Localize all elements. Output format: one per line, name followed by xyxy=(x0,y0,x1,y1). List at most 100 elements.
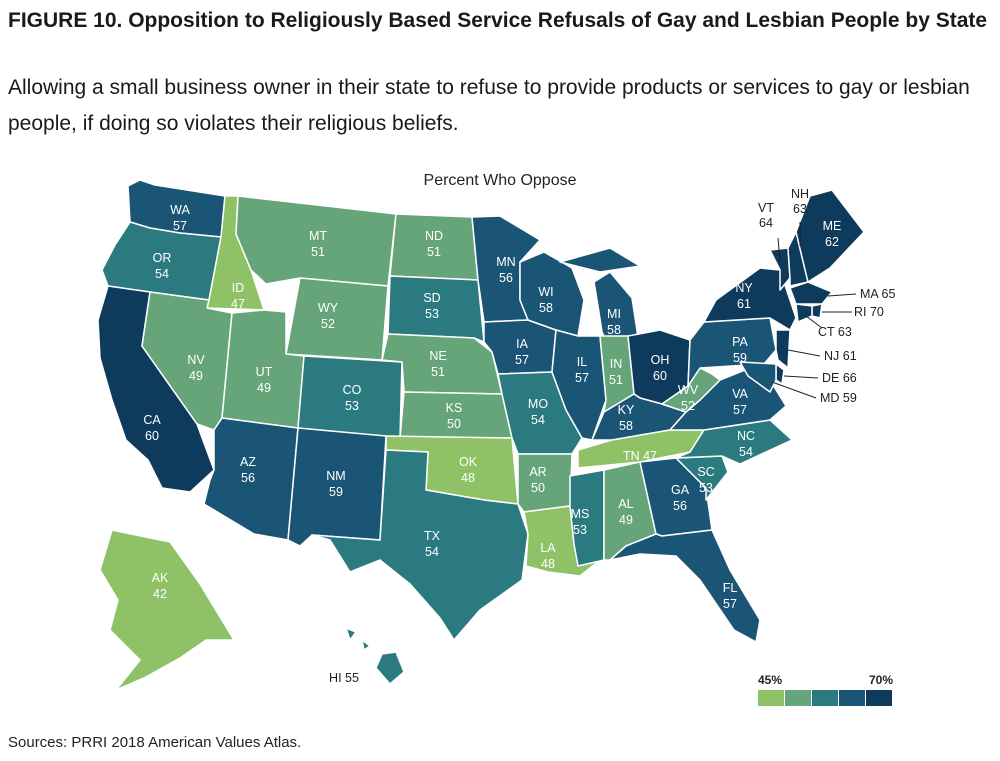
state-label-mi: MI xyxy=(607,307,621,321)
state-label-az: AZ xyxy=(240,455,256,469)
state-value-ca: 60 xyxy=(145,429,159,443)
state-value-wi: 58 xyxy=(539,301,553,315)
state-ar xyxy=(517,453,573,513)
state-label-ia: IA xyxy=(516,337,528,351)
state-label-sd: SD xyxy=(423,291,440,305)
state-value-wa: 57 xyxy=(173,219,187,233)
state-label-mn: MN xyxy=(496,255,515,269)
state-fl xyxy=(609,529,761,643)
state-label-me: ME xyxy=(823,219,842,233)
state-nh xyxy=(787,231,809,287)
state-label-in: IN xyxy=(610,357,623,371)
state-value-mi: 58 xyxy=(607,323,621,337)
leader-line-de xyxy=(783,375,819,379)
state-value-ky: 58 xyxy=(619,419,633,433)
state-label-ar: AR xyxy=(529,465,546,479)
map-label: Percent Who Oppose xyxy=(423,172,577,189)
state-value-nd: 51 xyxy=(427,245,441,259)
state-value-vt: 64 xyxy=(759,216,773,230)
state-value-ks: 50 xyxy=(447,417,461,431)
state-label-la: LA xyxy=(540,541,556,555)
legend-swatch-3 xyxy=(812,690,838,706)
state-label-ct: CT 63 xyxy=(818,325,852,339)
state-label-wy: WY xyxy=(318,301,339,315)
legend-swatch-1 xyxy=(758,690,784,706)
state-value-ms: 53 xyxy=(573,523,587,537)
state-ri xyxy=(811,303,823,319)
legend-max-label: 70% xyxy=(869,673,893,687)
legend-min-label: 45% xyxy=(758,673,782,687)
state-label-nc: NC xyxy=(737,429,755,443)
legend-swatch-2 xyxy=(785,690,811,706)
state-label-pa: PA xyxy=(732,335,748,349)
state-value-ny: 61 xyxy=(737,297,751,311)
state-label-il: IL xyxy=(577,355,587,369)
state-label-co: CO xyxy=(343,383,362,397)
state-value-ar: 50 xyxy=(531,481,545,495)
state-label-ga: GA xyxy=(671,483,690,497)
state-wy xyxy=(285,277,389,361)
state-label-de: DE 66 xyxy=(822,371,857,385)
state-label-mo: MO xyxy=(528,397,548,411)
state-value-al: 49 xyxy=(619,513,633,527)
state-label-ok: OK xyxy=(459,455,478,469)
state-label-ny: NY xyxy=(735,281,753,295)
state-value-mt: 51 xyxy=(311,245,325,259)
leader-line-nj xyxy=(787,349,821,357)
state-value-ak: 42 xyxy=(153,587,167,601)
state-label-ks: KS xyxy=(446,401,463,415)
state-label-ms: MS xyxy=(571,507,590,521)
state-nj xyxy=(775,329,791,369)
state-tx xyxy=(311,449,529,641)
state-ak xyxy=(99,529,235,691)
legend: 45% 70% xyxy=(758,673,893,706)
state-label-ca: CA xyxy=(143,413,161,427)
state-value-id: 47 xyxy=(231,297,245,311)
state-value-sd: 53 xyxy=(425,307,439,321)
state-value-co: 53 xyxy=(345,399,359,413)
state-value-nm: 59 xyxy=(329,485,343,499)
state-sd xyxy=(387,275,485,343)
state-label-tx: TX xyxy=(424,529,441,543)
state-label-oh: OH xyxy=(651,353,670,367)
state-ny xyxy=(703,267,797,331)
state-label-wa: WA xyxy=(170,203,190,217)
state-value-ok: 48 xyxy=(461,471,475,485)
leader-line-vt xyxy=(777,237,781,263)
state-label-wi: WI xyxy=(538,285,553,299)
state-value-pa: 59 xyxy=(733,351,747,365)
state-label-vt: VT xyxy=(758,201,774,215)
state-hi xyxy=(345,627,405,685)
state-label-al: AL xyxy=(618,497,633,511)
figure-subtitle: Allowing a small business owner in their… xyxy=(8,76,970,135)
state-label-wv: WV xyxy=(678,383,699,397)
state-value-in: 51 xyxy=(609,373,623,387)
state-value-la: 48 xyxy=(541,557,555,571)
state-value-nc: 54 xyxy=(739,445,753,459)
state-label-nh: NH xyxy=(791,187,809,201)
state-label-sc: SC xyxy=(697,465,714,479)
state-value-ia: 57 xyxy=(515,353,529,367)
state-value-ga: 56 xyxy=(673,499,687,513)
state-value-mn: 56 xyxy=(499,271,513,285)
leader-line-ma xyxy=(827,293,857,297)
state-value-va: 57 xyxy=(733,403,747,417)
state-label-nd: ND xyxy=(425,229,443,243)
state-value-sc: 53 xyxy=(699,481,713,495)
state-label-tn: TN 47 xyxy=(623,449,657,463)
state-value-tx: 54 xyxy=(425,545,439,559)
state-ma xyxy=(789,281,833,305)
state-value-il: 57 xyxy=(575,371,589,385)
state-label-fl: FL xyxy=(723,581,738,595)
state-label-ne: NE xyxy=(429,349,446,363)
state-label-hi: HI 55 xyxy=(329,671,359,685)
state-value-me: 62 xyxy=(825,235,839,249)
state-label-mt: MT xyxy=(309,229,327,243)
legend-swatch-5 xyxy=(866,690,892,706)
state-label-ri: RI 70 xyxy=(854,305,884,319)
state-label-or: OR xyxy=(153,251,172,265)
state-ks xyxy=(399,391,513,439)
leader-line-md xyxy=(771,381,817,399)
state-label-ak: AK xyxy=(152,571,169,585)
